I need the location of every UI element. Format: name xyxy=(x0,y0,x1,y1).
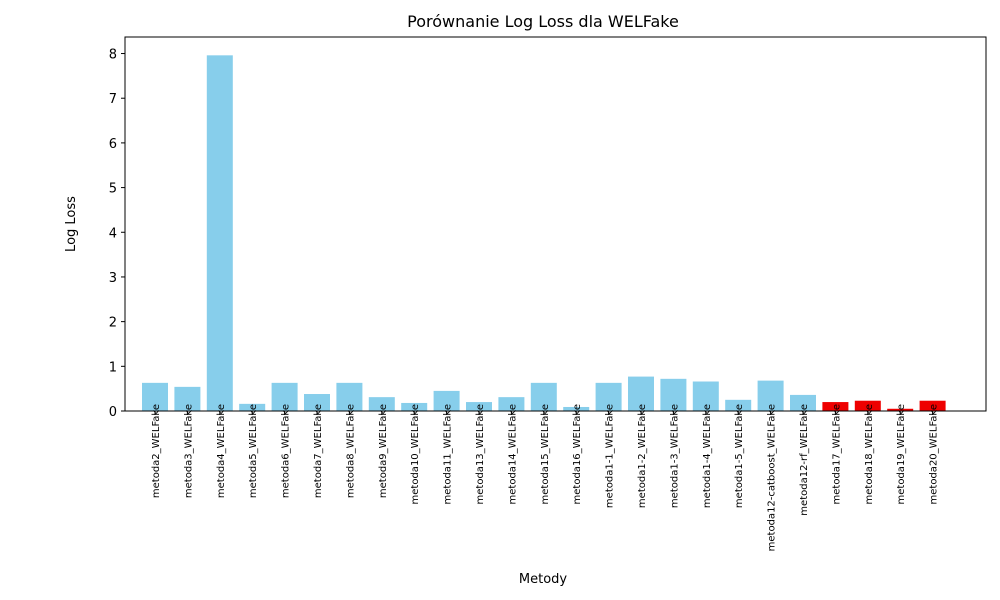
y-tick-label: 7 xyxy=(109,92,117,107)
x-tick-label: metoda1-2_WELFake xyxy=(637,404,648,508)
y-tick-label: 4 xyxy=(109,226,117,241)
x-tick-label: metoda1-1_WELFake xyxy=(605,404,616,508)
x-tick-label: metoda2_WELFake xyxy=(151,404,162,498)
chart-title: Porównanie Log Loss dla WELFake xyxy=(407,12,679,31)
bar-metoda1-2_WELFake xyxy=(628,376,654,411)
y-tick-label: 2 xyxy=(109,316,117,331)
bar-metoda17_WELFake xyxy=(822,402,849,411)
y-tick-label: 0 xyxy=(109,405,117,420)
x-tick-label: metoda6_WELFake xyxy=(281,404,292,498)
y-tick-label: 5 xyxy=(109,182,117,197)
bar-metoda10_WELFake xyxy=(401,402,428,411)
y-tick-label: 1 xyxy=(109,360,117,375)
bar-metoda8_WELFake xyxy=(336,382,363,411)
x-tick-label: metoda12-catboost_WELFake xyxy=(767,404,778,551)
x-tick-label: metoda13_WELFake xyxy=(475,404,486,504)
y-axis-label: Log Loss xyxy=(64,196,79,252)
bar-metoda1-1_WELFake xyxy=(595,382,622,411)
bar-metoda12-rf_WELFake xyxy=(790,394,816,411)
bar-metoda4_WELFake xyxy=(206,55,233,411)
bar-metoda1-5_WELFake xyxy=(725,399,752,411)
y-tick-label: 3 xyxy=(109,271,117,286)
bar-metoda15_WELFake xyxy=(530,382,557,411)
x-tick-labels: metoda2_WELFake metoda3_WELFake metoda4_WE… xyxy=(151,404,940,551)
x-tick-label: metoda11_WELFake xyxy=(443,404,454,504)
bar-metoda18_WELFake xyxy=(854,400,881,411)
x-tick-label: metoda20_WELFake xyxy=(929,404,940,504)
bar-metoda2_WELFake xyxy=(142,382,168,411)
x-tick-label: metoda14_WELFake xyxy=(507,404,518,504)
bar-metoda5_WELFake xyxy=(239,403,266,411)
y-tick-label: 8 xyxy=(109,48,117,63)
bar-metoda6_WELFake xyxy=(271,382,298,411)
bar-metoda16_WELFake xyxy=(563,406,590,411)
x-tick-label: metoda12-rf_WELFake xyxy=(799,404,810,516)
x-tick-label: metoda8_WELFake xyxy=(345,404,356,498)
x-tick-label: metoda9_WELFake xyxy=(378,404,389,498)
bar-metoda9_WELFake xyxy=(368,397,395,411)
y-ticks: 0 1 2 3 4 5 6 7 8 xyxy=(109,48,125,420)
x-tick-label: metoda19_WELFake xyxy=(896,404,907,504)
bar-metoda13_WELFake xyxy=(466,402,492,411)
bar-metoda3_WELFake xyxy=(174,386,201,411)
bar-metoda19_WELFake xyxy=(887,408,914,411)
bar-metoda20_WELFake xyxy=(919,400,946,411)
bar-metoda7_WELFake xyxy=(304,394,330,411)
x-tick-label: metoda16_WELFake xyxy=(572,404,583,504)
bars-group xyxy=(142,55,946,411)
plot-frame xyxy=(124,36,987,412)
x-tick-label: metoda7_WELFake xyxy=(313,404,324,498)
bar-metoda12-catboost_WELFake xyxy=(757,380,784,411)
x-tick-label: metoda1-4_WELFake xyxy=(702,404,713,508)
bar-metoda11_WELFake xyxy=(433,390,460,411)
x-tick-label: metoda17_WELFake xyxy=(831,404,842,504)
x-tick-label: metoda10_WELFake xyxy=(410,404,421,504)
x-tick-label: metoda4_WELFake xyxy=(216,404,227,498)
x-tick-label: metoda1-5_WELFake xyxy=(734,404,745,508)
bar-metoda1-4_WELFake xyxy=(692,381,719,411)
x-tick-label: metoda5_WELFake xyxy=(248,404,259,498)
x-tick-label: metoda15_WELFake xyxy=(540,404,551,504)
x-tick-label: metoda18_WELFake xyxy=(864,404,875,504)
x-axis-label: Metody xyxy=(519,572,568,587)
y-tick-label: 6 xyxy=(109,137,117,152)
x-tick-label: metoda1-3_WELFake xyxy=(669,404,680,508)
x-tick-label: metoda3_WELFake xyxy=(183,404,194,498)
bar-metoda1-3_WELFake xyxy=(660,378,687,411)
bar-metoda14_WELFake xyxy=(498,397,525,411)
